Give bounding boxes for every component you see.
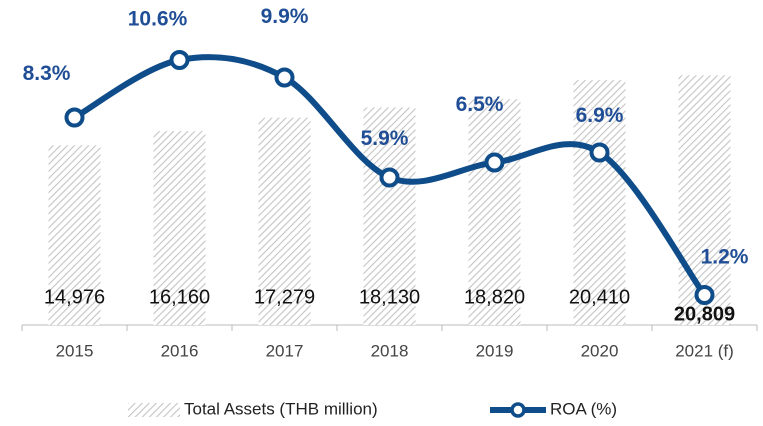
x-tick-label: 2017	[266, 341, 304, 360]
bar	[48, 145, 101, 325]
roa-value-label: 6.9%	[576, 104, 624, 127]
roa-value-label: 5.9%	[361, 127, 409, 150]
x-tick-label: 2021 (f)	[675, 341, 734, 360]
roa-marker	[694, 285, 715, 305]
legend-swatch	[128, 403, 180, 417]
legend-label: ROA (%)	[550, 399, 617, 418]
bar-value-label: 14,976	[44, 286, 105, 308]
roa-marker	[64, 107, 85, 128]
roa-marker	[379, 167, 400, 188]
x-tick-label: 2018	[371, 341, 409, 360]
bar	[468, 99, 521, 325]
legend-marker	[510, 402, 526, 418]
bar-value-label: 17,279	[254, 286, 315, 308]
bar	[153, 131, 206, 325]
bar-value-label: 16,160	[149, 286, 210, 308]
roa-value-label: 6.5%	[456, 93, 504, 116]
x-tick-label: 2015	[56, 341, 94, 360]
legend-label: Total Assets (THB million)	[184, 399, 378, 418]
roa-marker	[274, 67, 295, 88]
roa-value-label: 9.9%	[261, 5, 309, 28]
roa-value-label: 8.3%	[23, 62, 71, 85]
bar	[678, 75, 731, 326]
bar	[258, 117, 311, 325]
roa-marker	[169, 50, 190, 70]
roa-marker	[589, 142, 610, 163]
bar	[363, 107, 416, 325]
bar-value-label: 20,410	[569, 286, 630, 308]
x-tick-label: 2020	[581, 341, 619, 360]
bar	[573, 80, 626, 325]
roa-value-label: 1.2%	[701, 246, 749, 269]
bar-value-label: 20,809	[674, 303, 735, 325]
roa-value-label: 10.6%	[128, 8, 188, 31]
bar-value-label: 18,820	[464, 286, 525, 308]
bar-value-label: 18,130	[359, 286, 420, 308]
roa-marker	[484, 152, 505, 173]
x-tick-label: 2016	[161, 341, 199, 360]
x-tick-label: 2019	[476, 341, 514, 360]
